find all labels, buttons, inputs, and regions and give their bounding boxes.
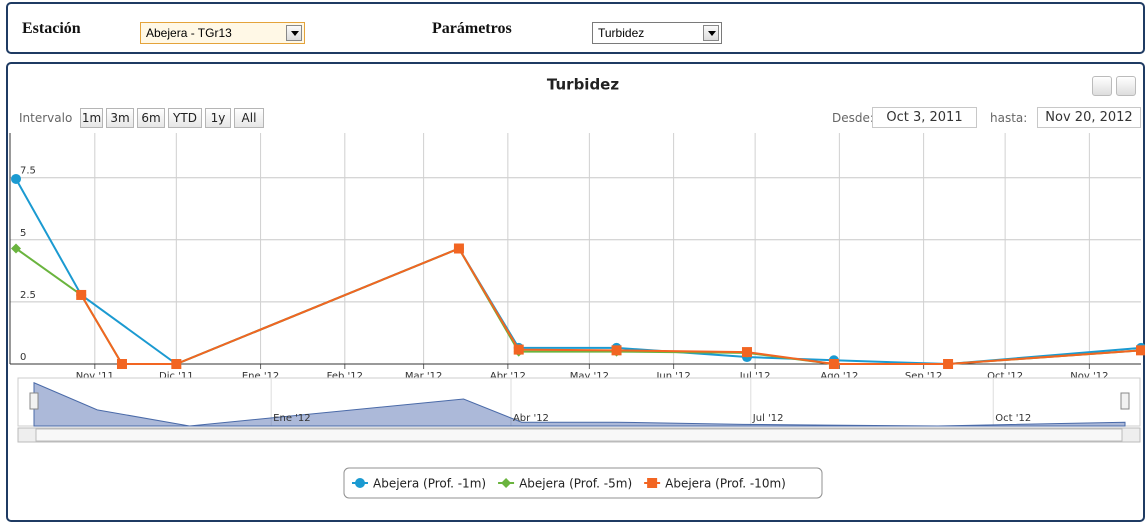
dropdown-arrow <box>703 25 719 41</box>
range-button[interactable]: All <box>234 108 264 128</box>
range-button[interactable]: 1m <box>80 108 103 128</box>
y-tick-label: 5 <box>20 228 26 239</box>
legend-box <box>343 467 823 499</box>
navigator-label: Abr '12 <box>513 413 549 424</box>
from-input[interactable]: Oct 3, 2011 <box>872 107 977 128</box>
range-button[interactable]: 6m <box>137 108 165 128</box>
station-value: Abejera - TGr13 <box>146 26 232 40</box>
y-tick-label: 2.5 <box>20 290 36 301</box>
y-tick-label: 0 <box>20 352 26 363</box>
from-label: Desde: <box>832 111 874 125</box>
param-value: Turbidez <box>598 26 645 40</box>
legend: Abejera (Prof. -1m) Abejera (Prof. -5m) Ab… <box>343 467 823 499</box>
x-tick-label: Sep '12 <box>905 371 943 382</box>
param-label: Parámetros <box>432 20 512 37</box>
point <box>11 173 21 184</box>
point <box>611 345 622 356</box>
range-button[interactable]: 1y <box>205 108 231 128</box>
point <box>76 289 87 300</box>
point <box>828 359 839 369</box>
point <box>171 359 182 369</box>
x-tick-label: Nov '12 <box>1070 371 1108 382</box>
range-button[interactable]: YTD <box>168 108 202 128</box>
legend-label: Abejera (Prof. -5m) <box>519 477 632 491</box>
point <box>453 243 464 254</box>
navigator-label: Oct '12 <box>995 413 1031 424</box>
legend-marker <box>647 478 658 488</box>
legend-marker <box>501 478 512 488</box>
point <box>11 243 21 254</box>
x-tick-label: Jun '12 <box>655 371 690 382</box>
x-tick-label: May '12 <box>570 371 609 382</box>
navigator-label: Jul '12 <box>752 413 784 424</box>
x-tick-label: Ago '12 <box>820 371 858 382</box>
station-select[interactable]: Abejera - TGr13 <box>140 22 305 44</box>
range-label: Intervalo <box>19 111 73 125</box>
x-tick-label: Dic '11 <box>159 371 194 382</box>
param-select[interactable]: Turbidez <box>592 22 722 44</box>
navigator-area <box>33 381 1126 427</box>
scrollbar-thumb[interactable] <box>35 428 1123 442</box>
x-tick-label: Ene '12 <box>242 371 279 382</box>
x-tick-label: Jul '12 <box>739 371 771 382</box>
navigator-handle[interactable] <box>29 392 39 410</box>
navigator-handle[interactable] <box>1120 392 1130 410</box>
point <box>741 347 752 358</box>
chart: Turbidez 0 2.5 5 7.5 Nov '11 Dic '11 Ene '12 Fe… <box>9 76 1145 499</box>
legend-label: Abejera (Prof. -10m) <box>665 477 786 491</box>
series-line <box>15 178 1142 366</box>
chart-title: Turbidez <box>547 76 619 94</box>
print-button[interactable] <box>1092 76 1112 96</box>
point <box>1136 345 1145 356</box>
y-tick-label: 7.5 <box>20 166 36 177</box>
download-button[interactable] <box>1116 76 1136 96</box>
station-label: Estación <box>22 20 81 37</box>
navigator-frame <box>17 377 1141 427</box>
series-line <box>80 247 1142 365</box>
plot-background <box>10 133 1141 364</box>
range-button[interactable]: 3m <box>106 108 134 128</box>
navigator-label: Ene '12 <box>273 413 310 424</box>
x-tick-label: Oct '12 <box>987 371 1023 382</box>
point <box>513 344 524 355</box>
to-label: hasta: <box>990 111 1028 125</box>
legend-label: Abejera (Prof. -1m) <box>373 477 486 491</box>
page: Estación Abejera - TGr13 Parámetros Turb… <box>6 2 1145 522</box>
legend-marker <box>355 478 365 488</box>
x-tick-label: Feb '12 <box>327 371 363 382</box>
to-input[interactable]: Nov 20, 2012 <box>1037 107 1141 128</box>
x-tick-label: Abr '12 <box>490 371 526 382</box>
dropdown-arrow <box>286 25 302 41</box>
point <box>116 359 127 369</box>
x-tick-label: Mar '12 <box>405 371 443 382</box>
point <box>943 359 954 369</box>
x-tick-label: Nov '11 <box>76 371 114 382</box>
